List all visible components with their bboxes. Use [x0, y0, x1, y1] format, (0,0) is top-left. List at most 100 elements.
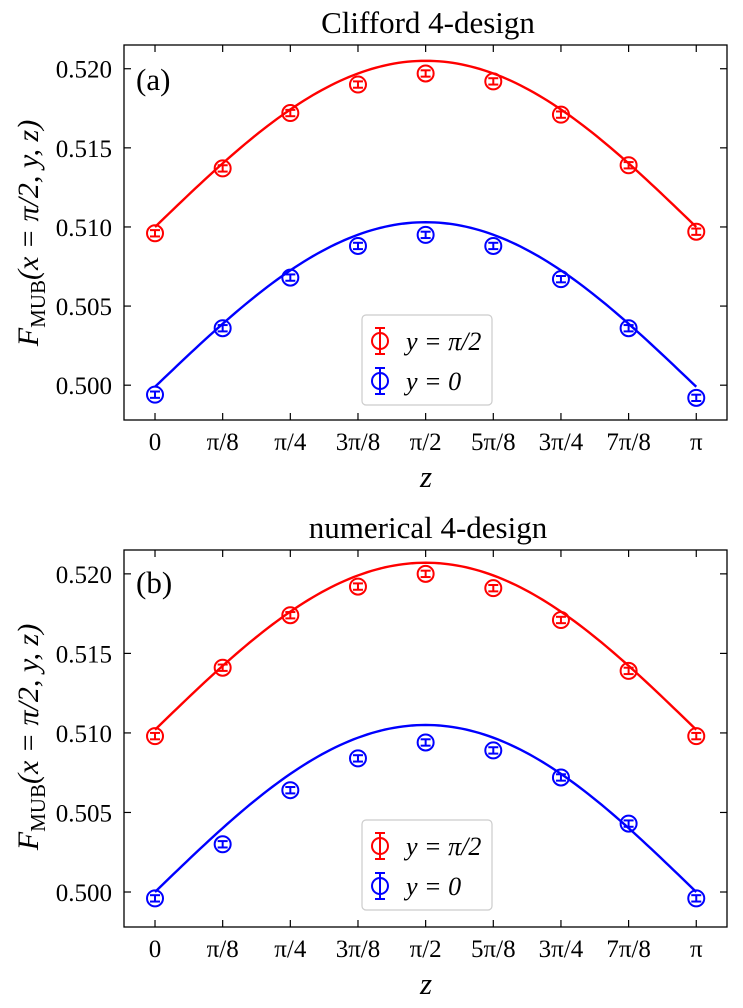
- marker: [146, 224, 165, 243]
- marker: [551, 768, 570, 787]
- panel-a-x-tick-label: 3π/4: [539, 429, 584, 456]
- panel-b-point-y-zero: [484, 741, 503, 760]
- svg-text:FMUB(x = π/2, y, z): FMUB(x = π/2, y, z): [12, 120, 50, 347]
- marker: [687, 222, 706, 241]
- panel-b-point-y-pi-half: [484, 579, 503, 598]
- panel-b-y-tick-label: 0.520: [56, 562, 112, 589]
- panel-b-y-tick-label: 0.500: [56, 880, 112, 907]
- panel-b-ylabel-main: F: [12, 831, 45, 851]
- panel-a-ylabel-args: (x = π/2, y, z): [12, 120, 45, 280]
- panel-b-x-axis-label: z: [419, 966, 432, 1001]
- panel-a-x-tick-label: π/8: [207, 429, 239, 456]
- marker: [348, 236, 367, 255]
- panel-a-label: (a): [136, 62, 170, 97]
- panel-a-x-tick-label: 3π/8: [336, 429, 381, 456]
- panel-b-legend-entry-2: y = 0: [371, 872, 461, 901]
- panel-a-y-tick-label: 0.515: [56, 136, 112, 163]
- panel-b-y-tick-label: 0.505: [56, 800, 112, 827]
- marker: [551, 610, 570, 629]
- panel-a-legend-entry-1: y = π/2: [371, 327, 481, 356]
- panel-a-point-y-zero: [416, 225, 435, 244]
- panel-a-point-y-pi-half: [348, 75, 367, 94]
- panel-a-ylabel-sub: MUB: [26, 280, 50, 328]
- panel-a-point-y-zero: [619, 319, 638, 338]
- panel-a-curve-y-pi-half: [154, 59, 698, 228]
- panel-a-x-tick-label: π/2: [410, 429, 442, 456]
- panel-b-legend-entry-1: y = π/2: [371, 832, 481, 861]
- panel-a-y-tick-label: 0.520: [56, 57, 112, 84]
- marker: [348, 577, 367, 596]
- panel-b: numerical 4-design (b) FMUB(x = π/2, y, …: [12, 510, 728, 1001]
- panel-b-legend-label-1: y = π/2: [403, 832, 481, 861]
- panel-a-x-tick-label: 5π/8: [471, 429, 516, 456]
- marker: [213, 319, 232, 338]
- panel-a-y-tick-label: 0.505: [56, 294, 112, 321]
- marker: [484, 741, 503, 760]
- panel-b-x-tick-label: 0: [149, 936, 162, 963]
- marker: [348, 75, 367, 94]
- marker: [281, 781, 300, 800]
- marker: [551, 105, 570, 124]
- panel-a-point-y-zero: [687, 388, 706, 407]
- panel-b-point-y-zero: [281, 781, 300, 800]
- marker: [551, 270, 570, 289]
- panel-b-x-tick-label: 3π/8: [336, 936, 381, 963]
- panel-a-x-tick-label: π: [690, 429, 703, 456]
- panel-a-x-tick-label: π/4: [274, 429, 307, 456]
- panel-b-ylabel-args: (x = π/2, y, z): [12, 624, 45, 784]
- panel-b-point-y-zero: [687, 889, 706, 908]
- marker: [619, 661, 638, 680]
- panel-b-point-y-zero: [348, 749, 367, 768]
- marker: [416, 733, 435, 752]
- panel-a-point-y-pi-half: [551, 105, 570, 124]
- marker: [213, 159, 232, 178]
- panel-b-y-axis-label: FMUB(x = π/2, y, z): [12, 624, 50, 851]
- svg-text:FMUB(x = π/2, y, z): FMUB(x = π/2, y, z): [12, 624, 50, 851]
- marker: [146, 727, 165, 746]
- panel-b-label: (b): [136, 565, 172, 600]
- panel-b-y-tick-label: 0.510: [56, 721, 112, 748]
- panel-b-point-y-zero: [619, 814, 638, 833]
- panel-a-y-tick-label: 0.510: [56, 215, 112, 242]
- marker: [416, 225, 435, 244]
- panel-a-point-y-pi-half: [146, 224, 165, 243]
- panel-b-legend: y = π/2 y = 0: [361, 819, 493, 911]
- panel-a-point-y-pi-half: [484, 72, 503, 91]
- marker: [146, 385, 165, 404]
- marker: [687, 727, 706, 746]
- panel-b-y-tick-label: 0.515: [56, 641, 112, 668]
- panel-a-y-tick-label: 0.500: [56, 373, 112, 400]
- marker: [348, 749, 367, 768]
- marker: [619, 319, 638, 338]
- panel-a-point-y-pi-half: [619, 156, 638, 175]
- panel-b-point-y-zero: [146, 889, 165, 908]
- panel-b-point-y-pi-half: [416, 564, 435, 583]
- panel-a-legend-label-2: y = 0: [403, 367, 461, 396]
- panel-a-point-y-pi-half: [213, 159, 232, 178]
- panel-b-point-y-pi-half: [146, 727, 165, 746]
- panel-a-ylabel-main: F: [12, 327, 45, 347]
- marker: [687, 889, 706, 908]
- panel-a-legend-entry-2: y = 0: [371, 367, 461, 396]
- marker: [416, 64, 435, 83]
- panel-a-point-y-pi-half: [281, 104, 300, 123]
- panel-b-x-tick-label: π/8: [207, 936, 239, 963]
- panel-b-ylabel-sub: MUB: [26, 784, 50, 832]
- panel-a-y-axis-label: FMUB(x = π/2, y, z): [12, 120, 50, 347]
- marker: [484, 579, 503, 598]
- panel-b-legend-label-2: y = 0: [403, 872, 461, 901]
- panel-b-point-y-pi-half: [213, 658, 232, 677]
- panel-b-point-y-pi-half: [348, 577, 367, 596]
- panel-a-x-tick-label: 0: [149, 429, 162, 456]
- panel-a-legend-label-1: y = π/2: [403, 327, 481, 356]
- panel-a-curve-y-zero: [154, 221, 698, 388]
- marker: [619, 156, 638, 175]
- panel-b-curve-y-pi-half: [154, 561, 698, 731]
- panel-b-x-tick-label: 7π/8: [606, 936, 651, 963]
- marker: [146, 889, 165, 908]
- panel-b-point-y-zero: [551, 768, 570, 787]
- panel-a-x-axis-label: z: [419, 459, 432, 494]
- marker: [484, 72, 503, 91]
- marker: [619, 814, 638, 833]
